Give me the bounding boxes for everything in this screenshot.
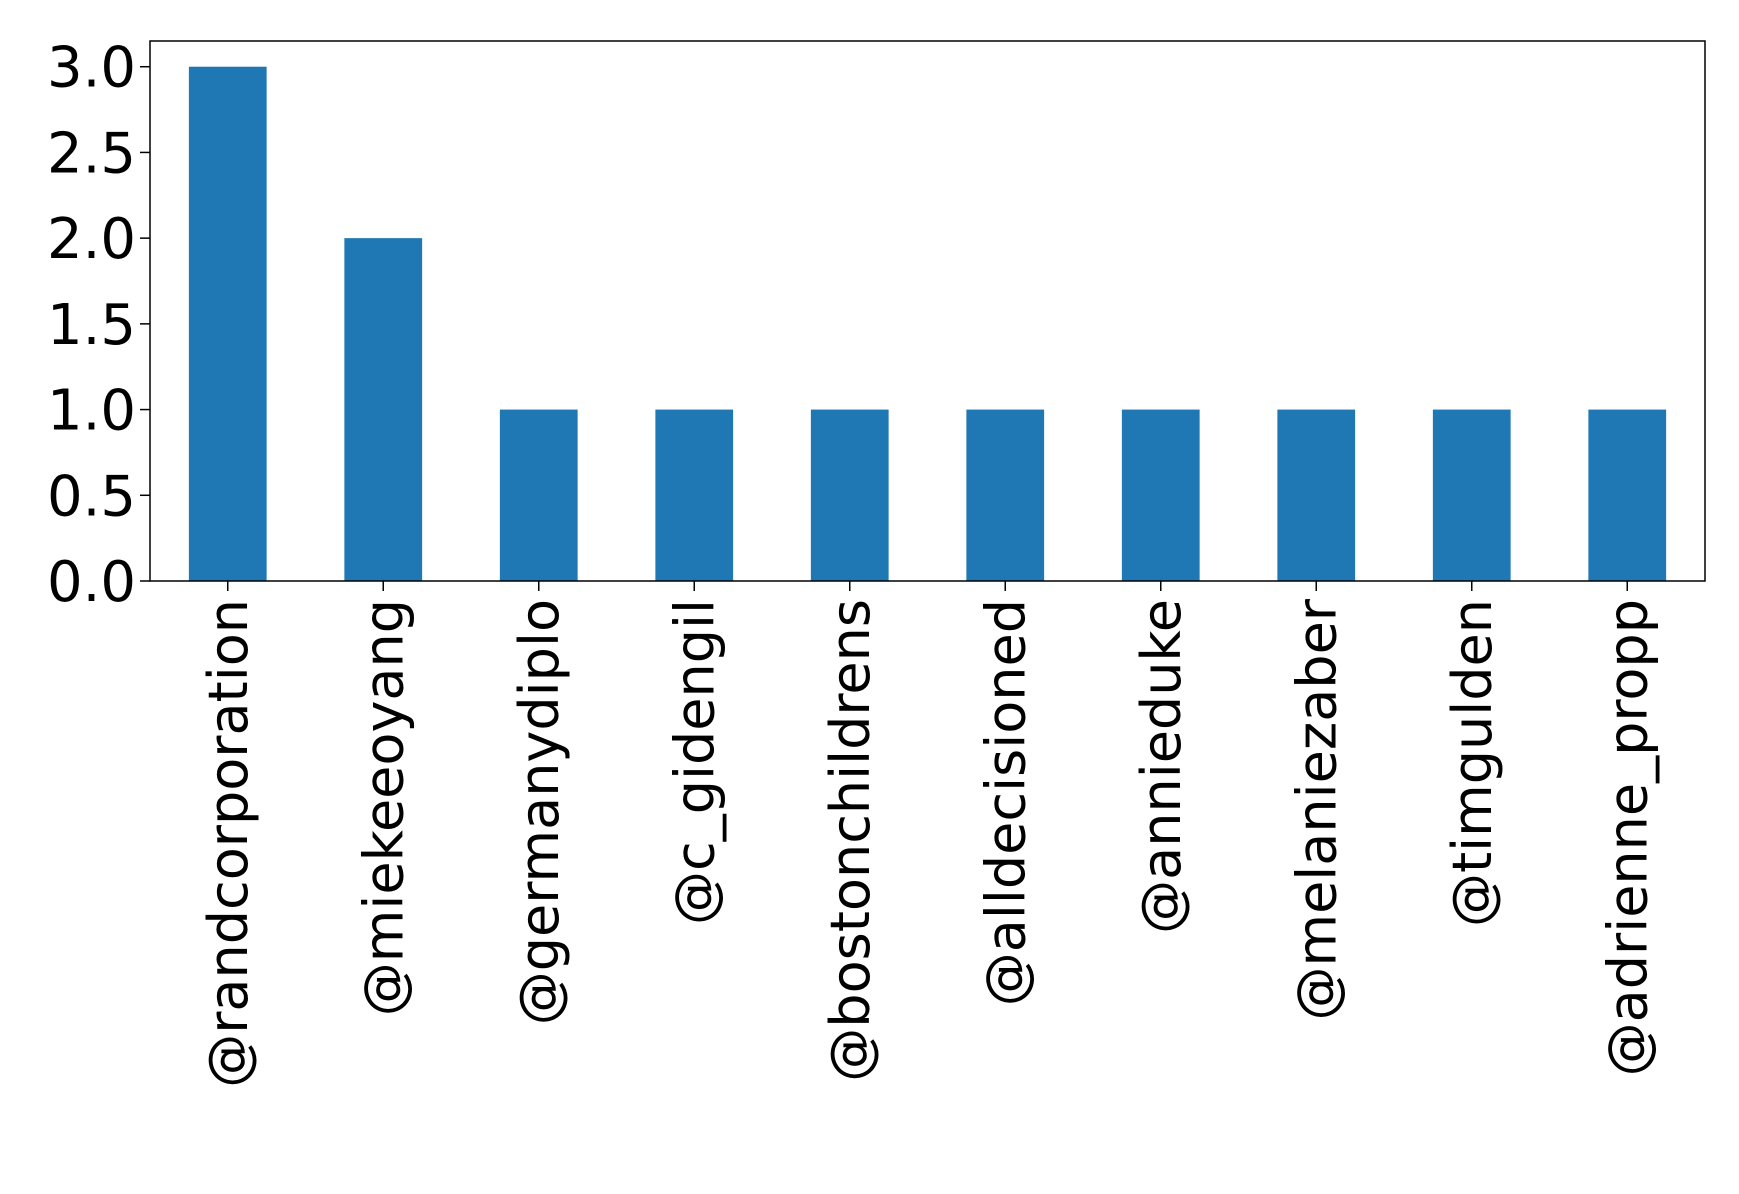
bars-group [188, 66, 1667, 581]
bar-timgulden [1432, 409, 1511, 581]
bar-annieduke [1121, 409, 1200, 581]
y-tick-label: 1.0 [47, 379, 136, 444]
x-tick-label: @annieduke [1130, 599, 1193, 934]
y-tick-label: 3.0 [47, 36, 136, 101]
plot-frame [149, 40, 1706, 582]
bar-miekeeoyang [344, 238, 423, 581]
bar-bostonchildrens [810, 409, 889, 581]
x-tick-label: @randcorporation [197, 599, 260, 1088]
x-tick-label: @adrienne_propp [1596, 599, 1659, 1076]
x-tick-label: @bostonchildrens [819, 599, 882, 1082]
bar-alldecisioned [966, 409, 1045, 581]
y-tick-label: 2.5 [47, 121, 136, 186]
bar-adrienne_propp [1588, 409, 1667, 581]
x-tick-label: @c_gidengil [663, 599, 726, 925]
x-axis-ticks: @randcorporation @miekeeoyang @germanydipl… [197, 581, 1659, 1088]
y-tick-label: 1.5 [47, 293, 136, 358]
x-tick-label: @miekeeoyang [352, 599, 415, 1016]
y-axis-ticks: 0.0 0.5 1.0 1.5 2.0 2.5 3.0 [47, 36, 150, 615]
x-tick-label: @germanydiplo [508, 599, 571, 1025]
y-tick-label: 2.0 [47, 207, 136, 272]
y-tick-label: 0.5 [47, 464, 136, 529]
x-tick-label: @timgulden [1441, 599, 1504, 927]
y-tick-label: 0.0 [47, 550, 136, 615]
bar-melaniezaber [1277, 409, 1356, 581]
bar-germanydiplo [499, 409, 578, 581]
bar-c_gidengil [655, 409, 734, 581]
x-tick-label: @melaniezaber [1285, 598, 1348, 1020]
bar-randcorporation [188, 66, 267, 581]
x-tick-label: @alldecisioned [974, 599, 1037, 1006]
